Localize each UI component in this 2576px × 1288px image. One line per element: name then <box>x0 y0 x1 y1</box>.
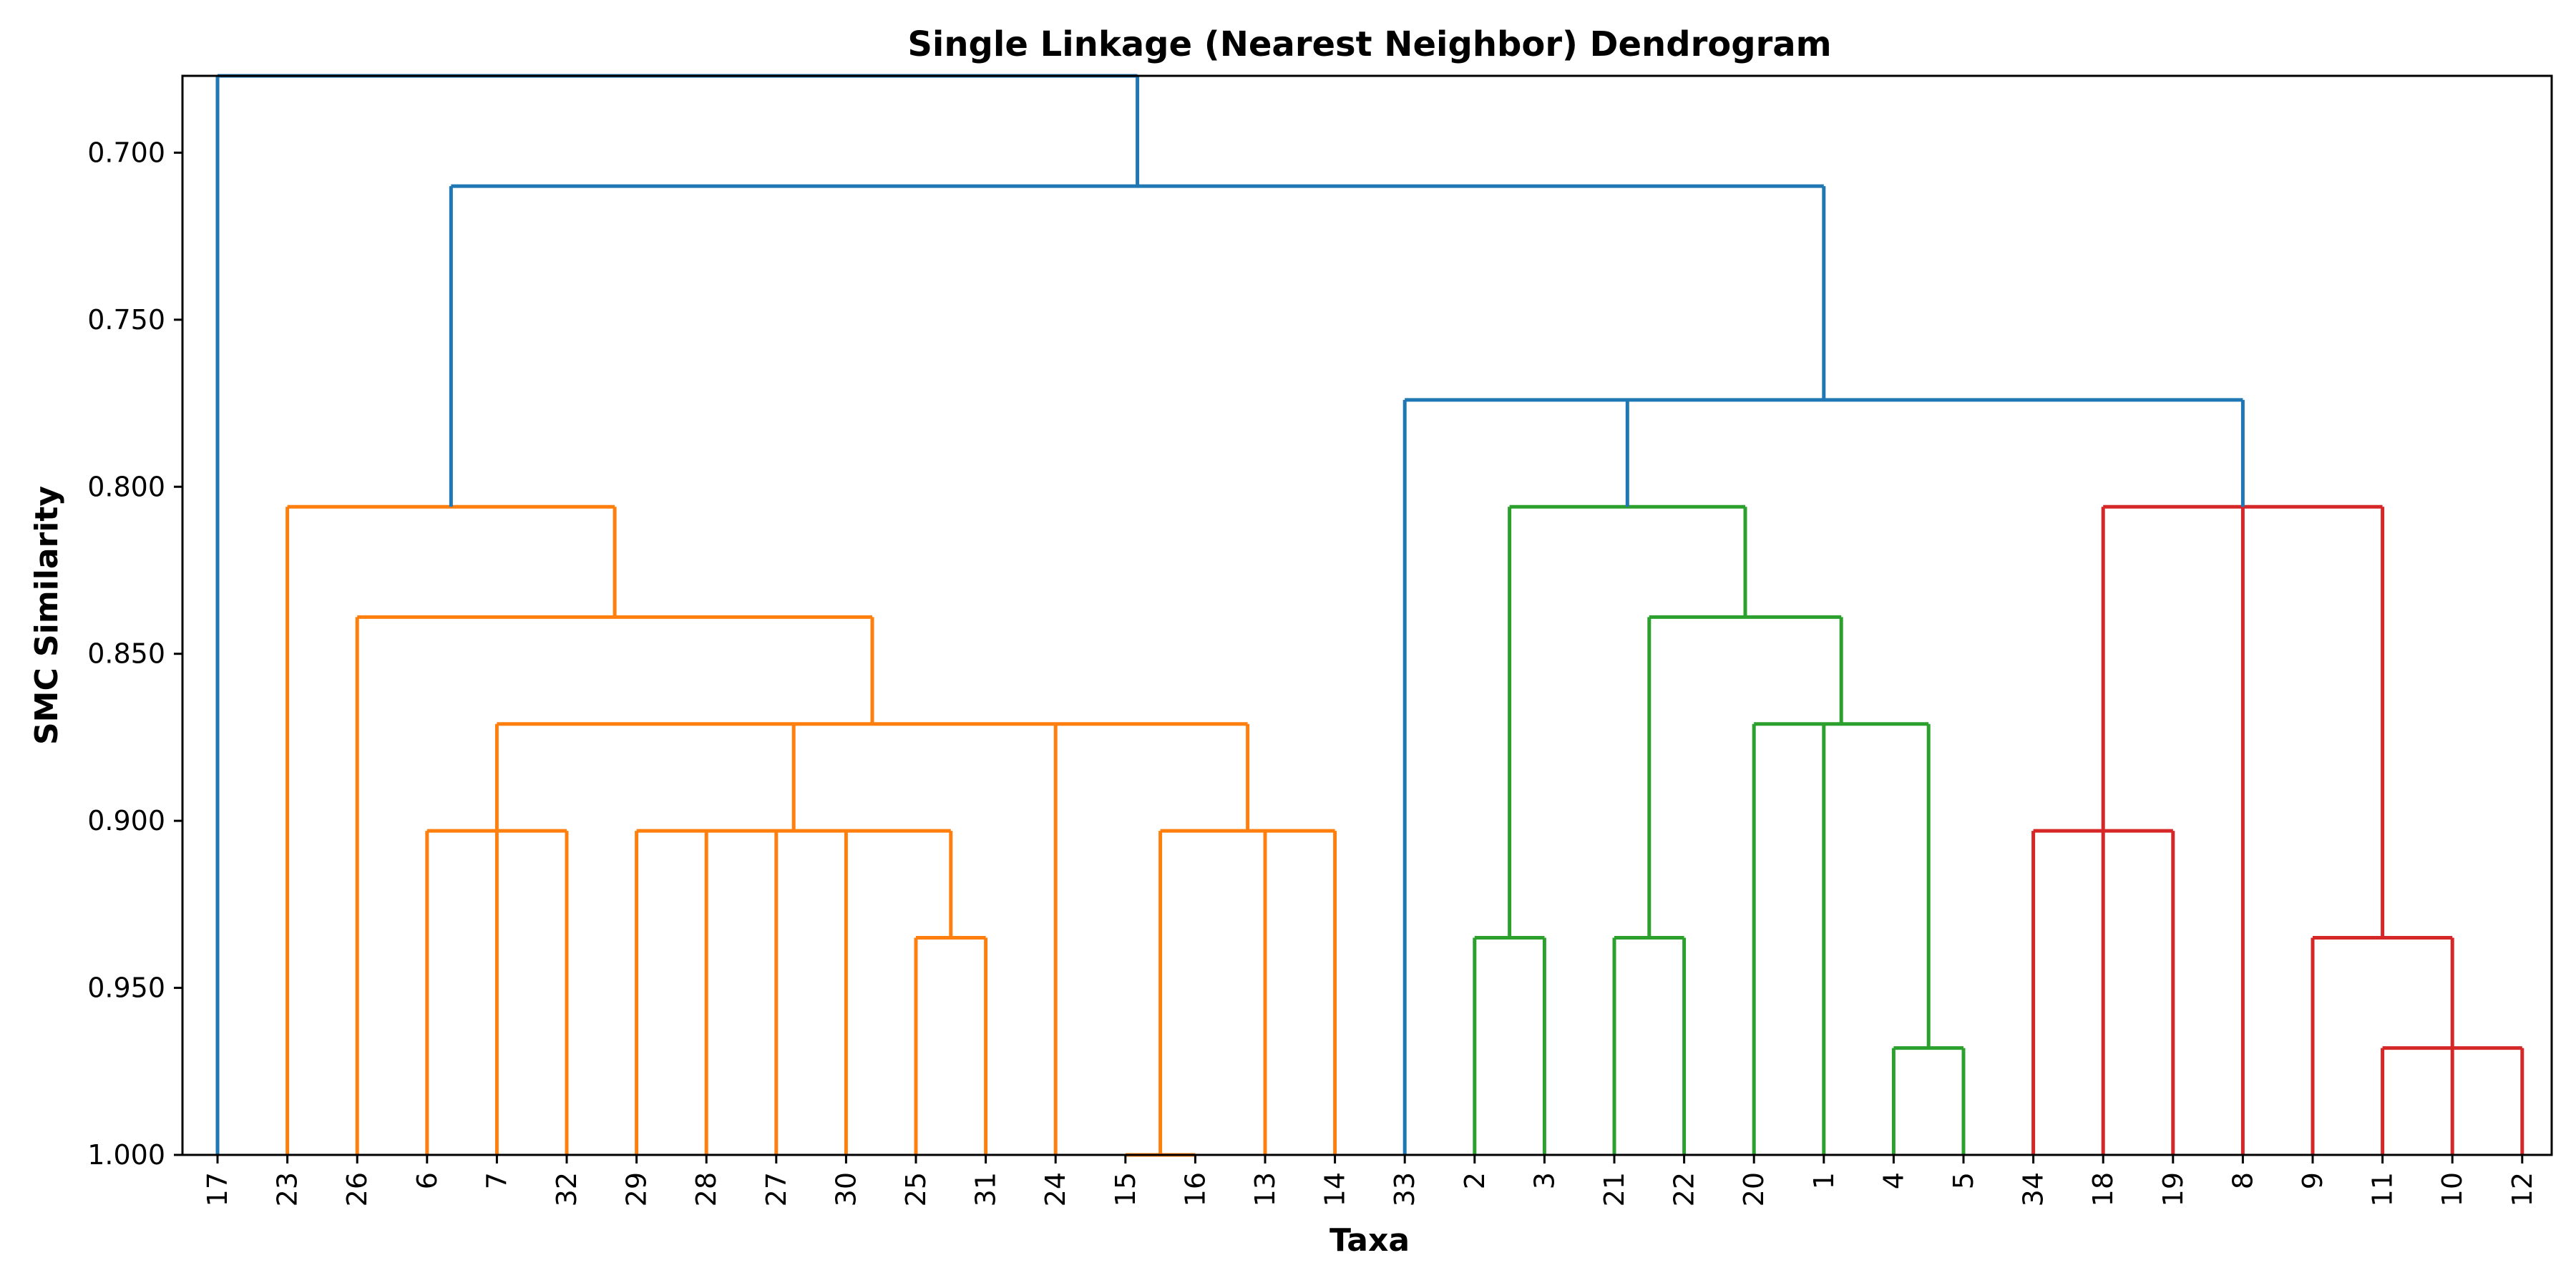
x-tick-label: 18 <box>2087 1172 2119 1206</box>
x-tick-label: 23 <box>272 1172 303 1206</box>
y-axis-label: SMC Similarity <box>29 486 65 745</box>
x-tick-label: 14 <box>1319 1172 1351 1206</box>
dendrogram-link-17 <box>2101 504 2385 1155</box>
y-tick-label: 0.900 <box>87 805 165 836</box>
x-tick-label: 12 <box>2507 1172 2538 1206</box>
x-tick-label: 15 <box>1110 1172 1141 1206</box>
x-tick-label: 4 <box>1878 1172 1909 1189</box>
dendrogram-link-15 <box>2381 1046 2524 1155</box>
y-tick-label: 0.700 <box>87 137 165 168</box>
dendrogram-link-12 <box>1647 615 1843 938</box>
x-tick-label: 6 <box>411 1172 443 1189</box>
y-axis-ticks: 0.700 0.750 0.800 0.850 0.900 0.950 1.000 <box>87 137 182 1171</box>
x-tick-label: 1 <box>1808 1172 1840 1189</box>
x-tick-label: 5 <box>1948 1172 1979 1189</box>
dendrogram-link-6 <box>355 615 874 1155</box>
dendrogram-link-13 <box>1508 504 1747 938</box>
dendrogram-link-4 <box>1158 829 1337 1155</box>
x-tick-label: 9 <box>2297 1172 2328 1189</box>
dendrogram-link-5 <box>494 722 1250 1155</box>
x-tick-label: 31 <box>970 1172 1002 1206</box>
x-tick-label: 27 <box>761 1172 792 1206</box>
x-tick-label: 16 <box>1179 1172 1211 1206</box>
chart-title: Single Linkage (Nearest Neighbor) Dendro… <box>907 24 1831 64</box>
x-tick-label: 20 <box>1738 1172 1770 1206</box>
x-tick-label: 10 <box>2436 1172 2468 1206</box>
x-tick-label: 11 <box>2367 1172 2399 1206</box>
dendrogram-link-2 <box>425 829 569 1155</box>
x-tick-label: 24 <box>1040 1172 1071 1206</box>
x-tick-label: 7 <box>481 1172 512 1189</box>
dendrogram-link-14 <box>2031 829 2175 1155</box>
dendrogram-link-10 <box>1891 1046 1966 1155</box>
y-tick-label: 1.000 <box>87 1139 165 1171</box>
plot-frame <box>181 74 2553 1156</box>
x-tick-label: 32 <box>551 1172 582 1206</box>
x-tick-label: 25 <box>900 1172 932 1206</box>
x-axis-ticks: 17 23 26 6 7 32 29 28 27 30 25 31 24 15 16 13 14 33 2 3 21 22… <box>202 1155 2538 1206</box>
y-tick-label: 0.950 <box>87 972 165 1004</box>
y-tick-label: 0.850 <box>87 638 165 670</box>
x-tick-label: 8 <box>2227 1172 2258 1189</box>
y-tick-label: 0.800 <box>87 471 165 502</box>
x-tick-label: 29 <box>621 1172 653 1206</box>
dendrogram-links <box>215 74 2524 1157</box>
dendrogram-link-9 <box>1612 936 1687 1155</box>
x-tick-label: 34 <box>2018 1172 2049 1206</box>
dendrogram-link-3 <box>635 829 953 1155</box>
x-tick-label: 30 <box>830 1172 862 1206</box>
dendrogram-link-0 <box>914 936 988 1155</box>
x-tick-label: 22 <box>1669 1172 1700 1206</box>
x-tick-label: 19 <box>2157 1172 2189 1206</box>
dendrogram-link-19 <box>449 184 1826 507</box>
dendrogram-link-11 <box>1752 722 1931 1155</box>
x-tick-label: 2 <box>1459 1172 1491 1189</box>
x-tick-label: 26 <box>341 1172 373 1206</box>
x-axis-label: Taxa <box>1330 1222 1410 1259</box>
x-tick-label: 3 <box>1528 1172 1560 1189</box>
x-tick-label: 21 <box>1599 1172 1630 1206</box>
x-tick-label: 28 <box>691 1172 722 1206</box>
y-tick-label: 0.750 <box>87 304 165 336</box>
dendrogram-link-8 <box>1473 936 1546 1155</box>
x-tick-label: 17 <box>202 1172 233 1206</box>
x-tick-label: 33 <box>1389 1172 1420 1206</box>
x-tick-label: 13 <box>1249 1172 1281 1206</box>
